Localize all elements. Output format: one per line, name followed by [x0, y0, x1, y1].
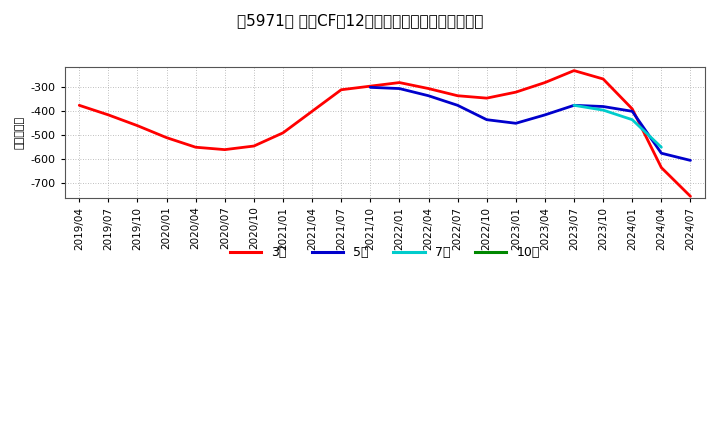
Legend: 3年, 5年, 7年, 10年: 3年, 5年, 7年, 10年 — [225, 242, 545, 264]
Y-axis label: （百万円）: （百万円） — [15, 116, 25, 149]
Text: ［5971］ 投資CFの12か月移動合計の平均値の推移: ［5971］ 投資CFの12か月移動合計の平均値の推移 — [237, 13, 483, 28]
